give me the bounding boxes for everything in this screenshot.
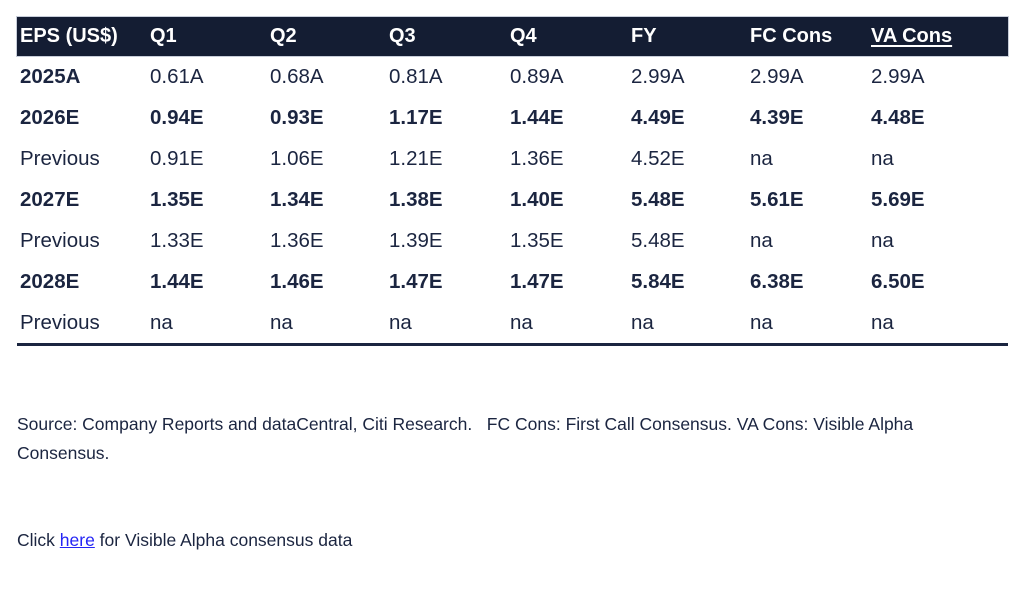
row-label: 2028E — [20, 269, 80, 293]
table-cell: na — [750, 228, 773, 252]
table-cell: na — [750, 146, 773, 170]
table-cell: na — [631, 310, 654, 334]
table-cell: 0.81A — [389, 64, 443, 88]
table-cell: 1.47E — [389, 269, 443, 293]
table-cell: 1.44E — [510, 105, 564, 129]
row-label: Previous — [20, 228, 100, 252]
table-cell: 1.33E — [150, 228, 204, 252]
table-cell: 0.94E — [150, 105, 204, 129]
table-row-previous-2027: Previous 1.33E 1.36E 1.39E 1.35E 5.48E n… — [17, 220, 1008, 261]
column-header-q3: Q3 — [389, 25, 416, 47]
table-cell: na — [750, 310, 773, 334]
table-cell: na — [270, 310, 293, 334]
table-cell: 5.61E — [750, 187, 804, 211]
column-header-fy: FY — [631, 25, 657, 47]
consensus-link-line: Click here for Visible Alpha consensus d… — [17, 526, 1008, 555]
table-cell: 6.50E — [871, 269, 925, 293]
table-cell: 2.99A — [631, 64, 685, 88]
row-label: 2025A — [20, 64, 81, 88]
column-header-q4: Q4 — [510, 25, 537, 47]
table-header-row: EPS (US$) Q1 Q2 Q3 Q4 FY FC Cons VA Cons — [17, 17, 1008, 56]
table-cell: 1.35E — [150, 187, 204, 211]
table-cell: 5.48E — [631, 187, 685, 211]
table-cell: 4.49E — [631, 105, 685, 129]
table-cell: 0.89A — [510, 64, 564, 88]
row-label: Previous — [20, 310, 100, 334]
source-line: Source: Company Reports and dataCentral,… — [17, 414, 919, 463]
eps-estimates-table: EPS (US$) Q1 Q2 Q3 Q4 FY FC Cons VA Cons… — [17, 17, 1008, 613]
table-cell: na — [871, 228, 894, 252]
table-cell: 1.21E — [389, 146, 443, 170]
table-cell: 0.68A — [270, 64, 324, 88]
table-row-2028e: 2028E 1.44E 1.46E 1.47E 1.47E 5.84E 6.38… — [17, 261, 1008, 302]
table-cell: 1.36E — [510, 146, 564, 170]
table-cell: 1.06E — [270, 146, 324, 170]
table-cell: 4.39E — [750, 105, 804, 129]
column-header-va-cons: VA Cons — [871, 25, 953, 47]
table-cell: 4.52E — [631, 146, 685, 170]
table-cell: 1.36E — [270, 228, 324, 252]
column-header-fc-cons: FC Cons — [750, 25, 833, 47]
table-body: 2025A 0.61A 0.68A 0.81A 0.89A 2.99A 2.99… — [17, 56, 1008, 346]
row-label: Previous — [20, 146, 100, 170]
click-suffix: for Visible Alpha consensus data — [94, 530, 353, 550]
row-label: 2027E — [20, 187, 80, 211]
table-cell: 1.38E — [389, 187, 443, 211]
table-cell: 5.84E — [631, 269, 685, 293]
table-cell: 0.61A — [150, 64, 204, 88]
table-cell: na — [871, 310, 894, 334]
table-cell: 5.48E — [631, 228, 685, 252]
table-cell: 0.91E — [150, 146, 204, 170]
table-cell: na — [150, 310, 173, 334]
table-cell: 0.93E — [270, 105, 324, 129]
table-row-previous-2028: Previous na na na na na na na — [17, 302, 1008, 343]
row-label: 2026E — [20, 105, 80, 129]
table-cell: 2.99A — [750, 64, 804, 88]
table-cell: 1.44E — [150, 269, 204, 293]
column-header-eps: EPS (US$) — [20, 25, 118, 47]
table-cell: na — [510, 310, 533, 334]
column-header-q1: Q1 — [150, 25, 177, 47]
table-cell: 1.46E — [270, 269, 324, 293]
table-cell: na — [389, 310, 412, 334]
table-row-2027e: 2027E 1.35E 1.34E 1.38E 1.40E 5.48E 5.61… — [17, 179, 1008, 220]
table-cell: na — [871, 146, 894, 170]
column-header-q2: Q2 — [270, 25, 297, 47]
table-cell: 6.38E — [750, 269, 804, 293]
visible-alpha-link[interactable]: here — [59, 530, 95, 550]
click-prefix: Click — [17, 530, 60, 550]
table-cell: 1.17E — [389, 105, 443, 129]
table-row-previous-2026: Previous 0.91E 1.06E 1.21E 1.36E 4.52E n… — [17, 138, 1008, 179]
table-footnote: Source: Company Reports and dataCentral,… — [17, 352, 1008, 613]
table-row-2026e: 2026E 0.94E 0.93E 1.17E 1.44E 4.49E 4.39… — [17, 97, 1008, 138]
table-cell: 1.47E — [510, 269, 564, 293]
table-cell: 1.39E — [389, 228, 443, 252]
table-cell: 1.34E — [270, 187, 324, 211]
table-cell: 1.35E — [510, 228, 564, 252]
table-row-2025a: 2025A 0.61A 0.68A 0.81A 0.89A 2.99A 2.99… — [17, 56, 1008, 97]
table-cell: 5.69E — [871, 187, 925, 211]
table-cell: 1.40E — [510, 187, 564, 211]
table-cell: 4.48E — [871, 105, 925, 129]
table-cell: 2.99A — [871, 64, 925, 88]
